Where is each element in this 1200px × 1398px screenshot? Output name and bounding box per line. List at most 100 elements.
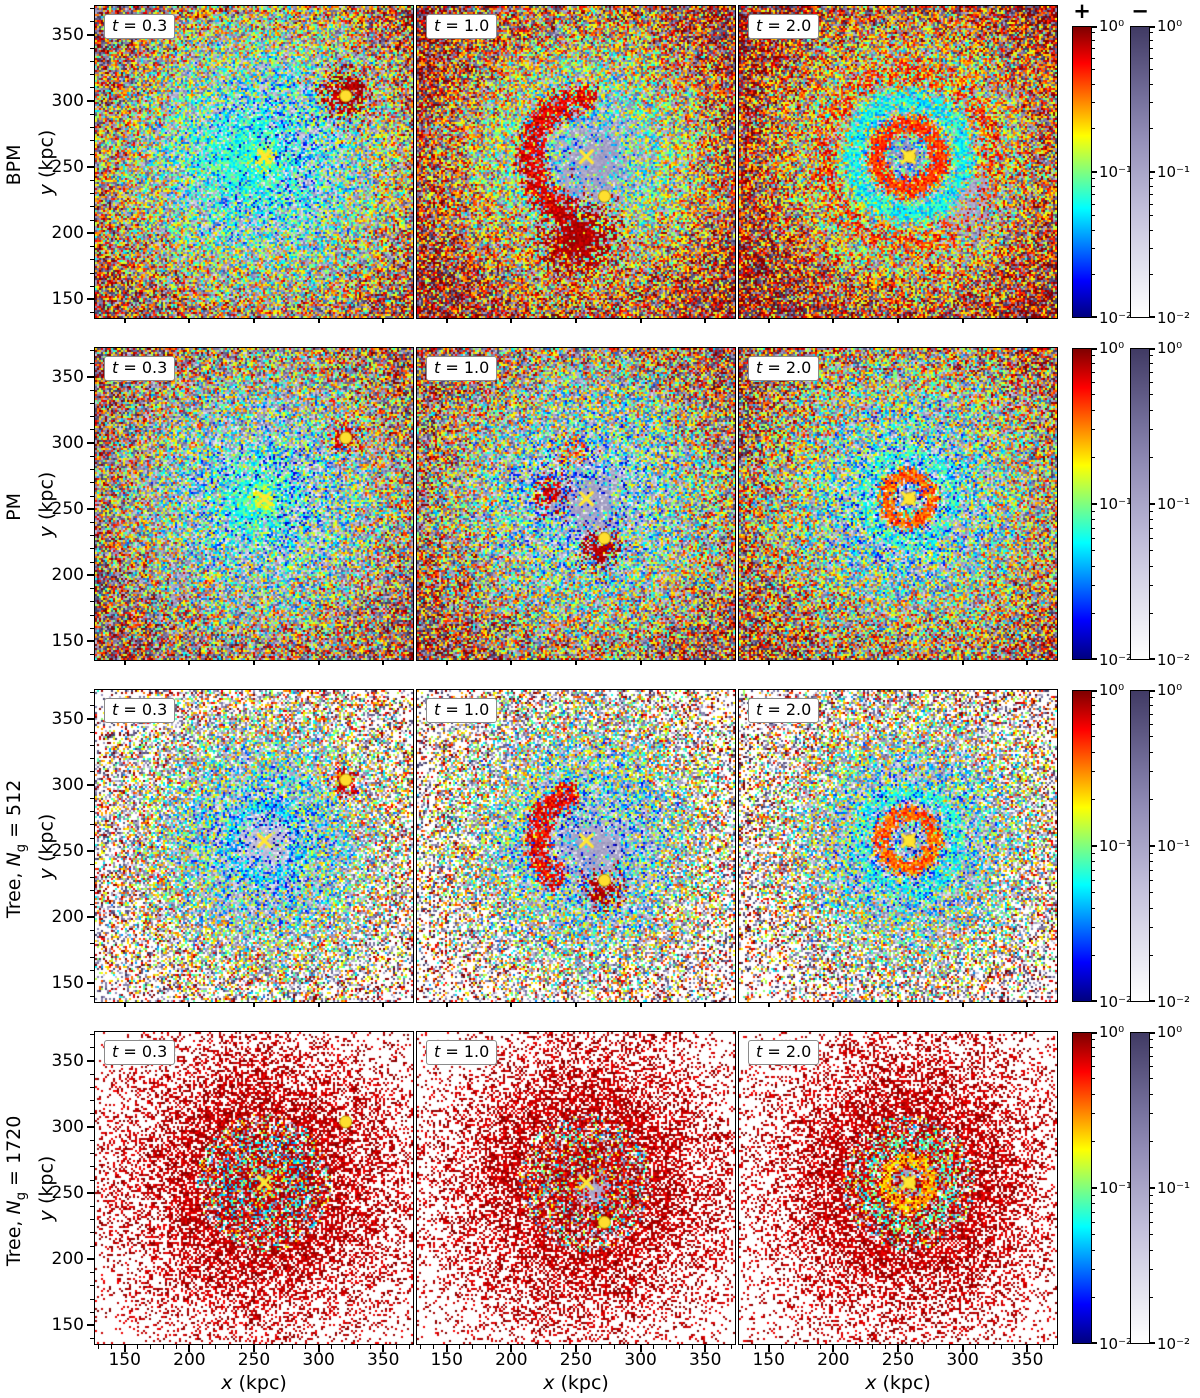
heatmap-canvas (95, 690, 413, 1002)
y-tick-label: 150 (51, 631, 84, 652)
colorbar-minor-tick (1092, 1038, 1095, 1040)
x-minor-tick (459, 1345, 461, 1349)
x-tick (445, 1003, 448, 1007)
x-minor-tick (742, 1345, 744, 1349)
x-tick (575, 319, 577, 323)
x-tick (832, 1003, 835, 1007)
time-label-var: t (756, 358, 763, 377)
time-label-value: = 2.0 (762, 700, 812, 719)
colorbar-tick (1092, 348, 1097, 350)
x-minor-tick (910, 1345, 912, 1349)
colorbar-minor-tick (1092, 39, 1095, 41)
colorbar-minor-tick (1092, 1046, 1095, 1048)
colorbar-tick (1092, 1342, 1097, 1344)
x-tick (382, 661, 385, 665)
colorbar-minor-tick (1150, 565, 1153, 567)
colorbar-minor-tick (1092, 1222, 1095, 1224)
panel-r1-c0: t = 0.3 (94, 347, 414, 661)
x-tick (704, 661, 707, 665)
x-tick (123, 1345, 126, 1352)
y-minor-tick (90, 1139, 94, 1141)
x-axis-label-unit: (kpc) (876, 1372, 931, 1394)
colorbar-minor-tick (1092, 892, 1095, 894)
y-minor-tick (90, 601, 94, 603)
y-tick-label: 200 (51, 565, 84, 586)
y-tick-label: 350 (51, 25, 84, 46)
colorbar-minor-tick (1092, 518, 1095, 520)
y-minor-tick (90, 692, 94, 694)
time-label-var: t (112, 700, 119, 719)
x-tick-label: 300 (624, 1350, 657, 1370)
x-tick (961, 1003, 964, 1007)
colorbar-pos (1072, 690, 1092, 1002)
x-tick (575, 1003, 577, 1007)
time-label: t = 2.0 (748, 14, 820, 39)
colorbar-minor-tick (1092, 273, 1095, 275)
minus-sign: − (1131, 0, 1149, 23)
panel-r3-c2: t = 2.0 (738, 1031, 1058, 1345)
colorbar-minor-tick (1150, 927, 1153, 929)
x-tick (253, 1003, 255, 1007)
y-minor-tick (90, 654, 94, 656)
y-minor-tick (90, 627, 94, 629)
colorbar-neg (1130, 26, 1150, 318)
y-minor-tick (90, 864, 94, 865)
x-axis-label-var: x (865, 1372, 877, 1394)
x-minor-tick (884, 1345, 886, 1349)
x-minor-tick (485, 1345, 486, 1349)
colorbar-tick (1150, 348, 1155, 350)
colorbar-minor-tick (1092, 751, 1095, 753)
x-minor-tick (292, 1345, 294, 1349)
x-tick (832, 319, 835, 323)
colorbar-minor-tick (1150, 612, 1153, 614)
x-minor-tick (755, 1345, 757, 1349)
colorbar-minor-tick (1092, 362, 1095, 364)
colorbar-tick-label: 10⁰ (1157, 681, 1183, 699)
colorbar-minor-tick (1150, 510, 1153, 512)
x-minor-tick (137, 1345, 139, 1349)
y-tick-label: 300 (51, 775, 84, 796)
x-minor-tick (987, 1345, 989, 1349)
time-label: t = 1.0 (426, 356, 498, 381)
x-minor-tick (536, 1345, 538, 1349)
panel-r2-c2: t = 2.0 (738, 689, 1058, 1003)
colorbar-minor-tick (1150, 57, 1153, 59)
panel-r3-c1: t = 1.0 (416, 1031, 736, 1345)
colorbar-minor-tick (1150, 1234, 1153, 1236)
x-minor-tick (717, 1345, 719, 1349)
y-tick (87, 508, 94, 511)
x-tick (188, 319, 191, 323)
x-minor-tick (201, 1345, 203, 1349)
x-tick (832, 661, 835, 665)
x-minor-tick (1013, 1345, 1015, 1349)
y-minor-tick (90, 180, 94, 181)
colorbar-minor-tick (1150, 527, 1153, 529)
colorbar-minor-tick (1150, 852, 1153, 854)
x-tick-label: 350 (1011, 1350, 1044, 1370)
colorbar-minor-tick (1092, 247, 1095, 249)
x-minor-tick (433, 1345, 435, 1349)
y-minor-tick (90, 1232, 94, 1234)
colorbar-tick-label: 10⁻¹ (1099, 837, 1133, 855)
y-tick-label: 150 (51, 973, 84, 994)
time-label: t = 1.0 (426, 14, 498, 39)
heatmap-canvas (417, 348, 735, 660)
colorbar-minor-tick (1092, 1296, 1095, 1298)
x-tick (897, 1345, 899, 1352)
y-minor-tick (90, 1034, 94, 1036)
y-minor-tick (90, 482, 94, 484)
colorbar-minor-tick (1092, 713, 1095, 715)
time-label-value: = 2.0 (762, 358, 812, 377)
y-tick-label: 150 (51, 1315, 84, 1336)
colorbar-tick (1150, 845, 1155, 847)
time-label-value: = 0.3 (118, 358, 168, 377)
colorbar-minor-tick (1150, 456, 1153, 458)
colorbar-pos (1072, 1032, 1092, 1344)
time-label-value: = 1.0 (440, 700, 490, 719)
colorbar-tick-label: 10⁻¹ (1157, 837, 1191, 855)
colorbar-minor-tick (1092, 880, 1095, 882)
heatmap-canvas (417, 690, 735, 1002)
y-minor-tick (90, 469, 94, 471)
panel-r2-c1: t = 1.0 (416, 689, 736, 1003)
